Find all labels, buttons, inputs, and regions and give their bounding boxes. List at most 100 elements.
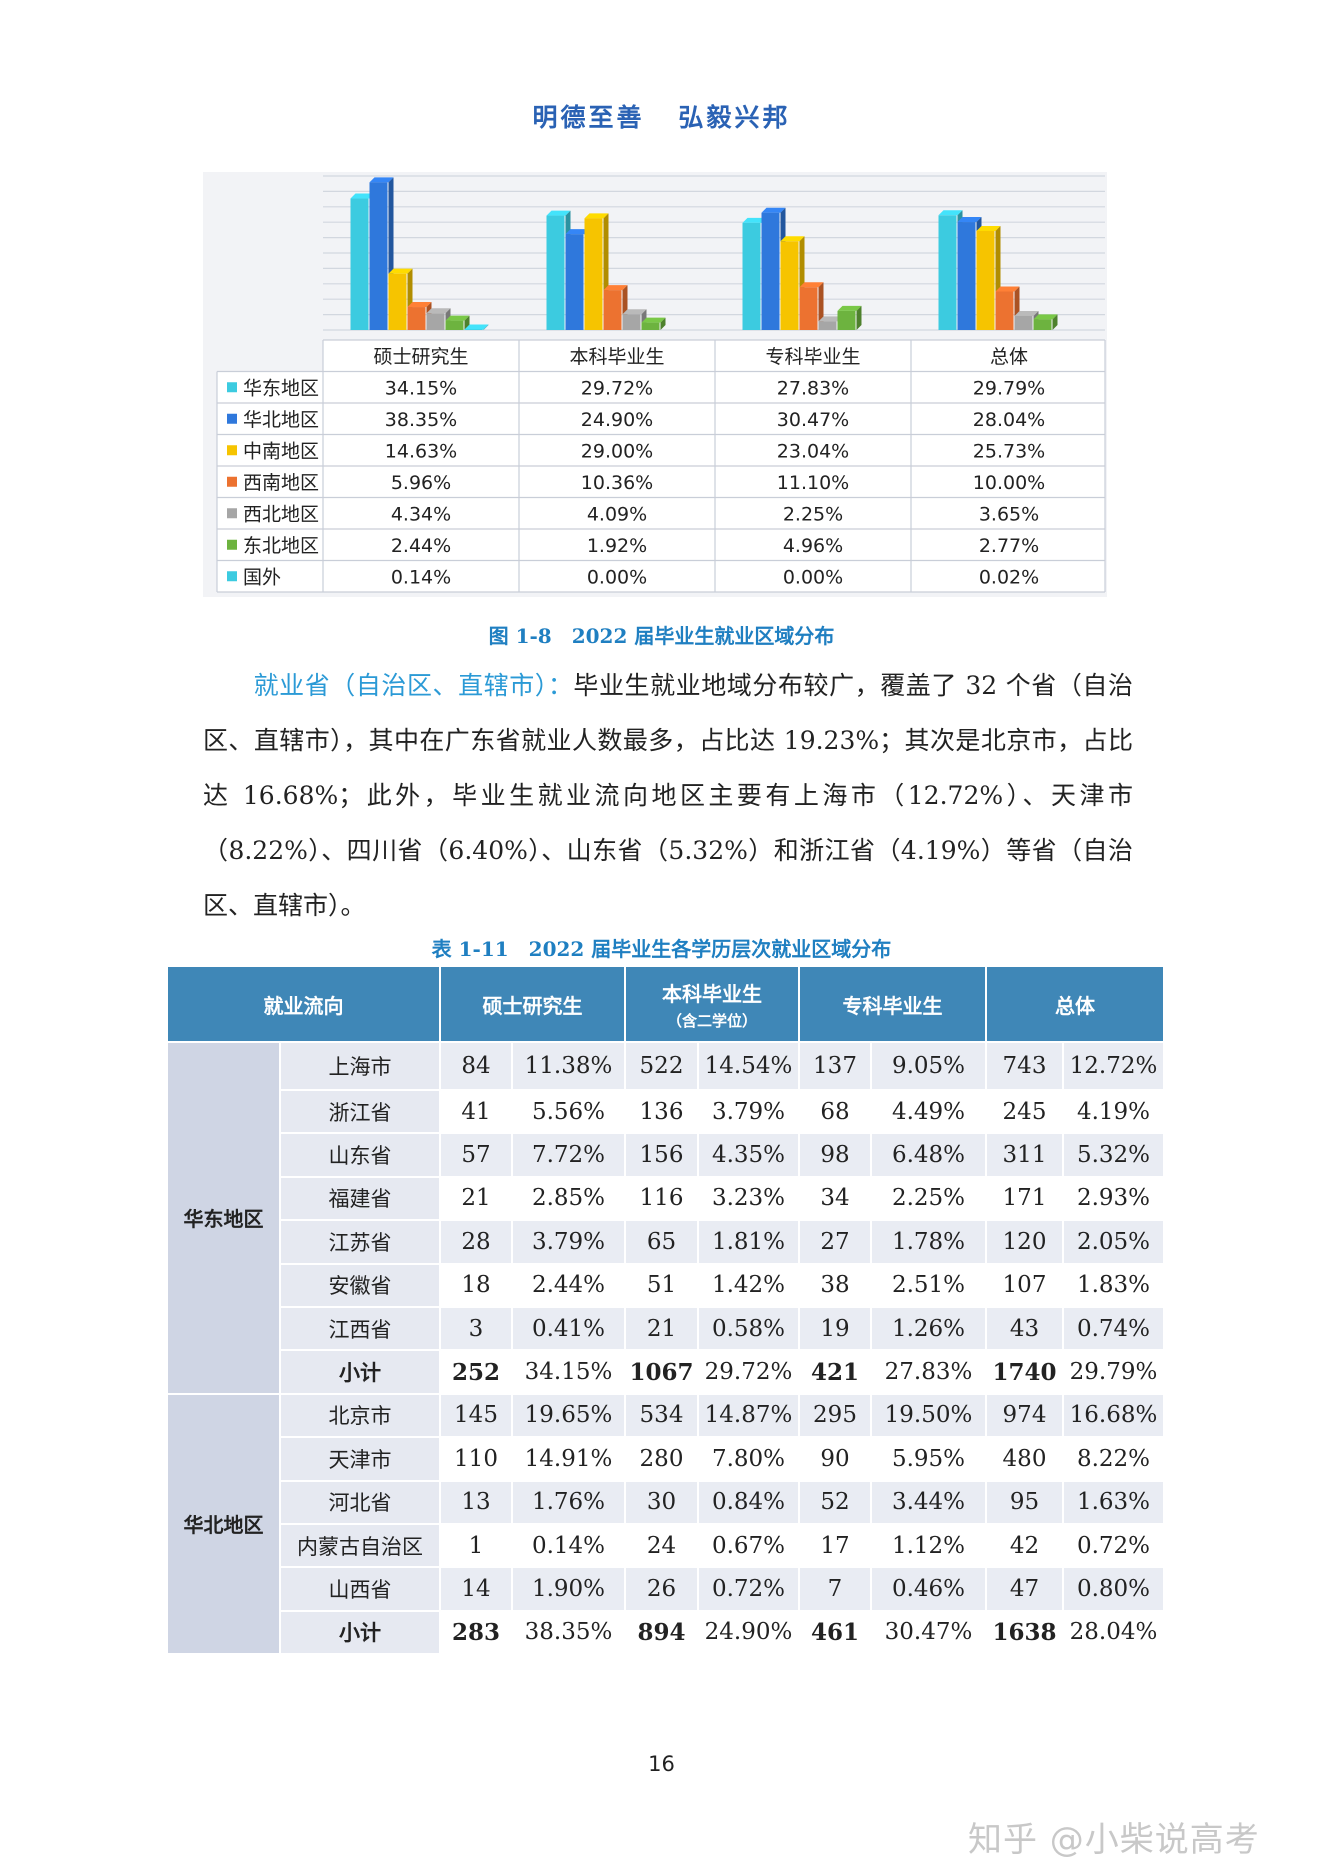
province-cell: 上海市: [279, 1041, 441, 1091]
count-cell: 57: [439, 1132, 513, 1178]
bar-side: [856, 305, 862, 330]
data-label: 1.92%: [587, 535, 647, 557]
province-cell: 河北省: [279, 1479, 441, 1525]
count-cell: 42: [985, 1522, 1064, 1569]
province-cell: 安徽省: [279, 1262, 441, 1308]
data-label: 30.47%: [777, 409, 849, 431]
header-bachelor-note: （含二学位）: [666, 1011, 757, 1030]
count-cell: 13: [439, 1479, 513, 1525]
count-cell: 17: [798, 1522, 872, 1569]
province-cell: 小计: [279, 1349, 441, 1395]
count-cell: 252: [439, 1349, 513, 1395]
percent-cell: 3.44%: [870, 1479, 987, 1525]
count-cell: 110: [439, 1436, 513, 1482]
data-label: 10.36%: [581, 472, 653, 494]
legend-label: 西南地区: [243, 472, 319, 494]
bar: [426, 313, 445, 330]
percent-cell: 1.26%: [870, 1305, 987, 1352]
bar: [780, 241, 799, 330]
percent-cell: 0.67%: [697, 1522, 800, 1569]
count-cell: 7: [798, 1566, 872, 1612]
bar: [995, 291, 1014, 330]
percent-cell: 0.58%: [697, 1305, 800, 1352]
motto-part-2: 弘毅兴邦: [678, 103, 791, 132]
percent-cell: 8.22%: [1062, 1436, 1165, 1482]
bar: [1033, 319, 1052, 330]
province-cell: 北京市: [279, 1392, 441, 1439]
category-label: 专科毕业生: [765, 346, 860, 368]
table-row: 华东地区 上海市 84 11.38% 522 14.54% 137 9.05% 743 12.72…: [166, 1041, 1165, 1395]
percent-cell: 7.80%: [697, 1436, 800, 1482]
bar-top: [799, 282, 824, 288]
legend-label: 西北地区: [243, 503, 319, 525]
percent-cell: 2.85%: [511, 1175, 626, 1222]
figure-caption: 图 1-8 2022 届毕业生就业区域分布: [488, 624, 835, 648]
legend-label: 中南地区: [243, 440, 319, 462]
percent-cell: 0.84%: [697, 1479, 800, 1525]
bar: [546, 215, 565, 330]
region-distribution-chart: 硕士研究生 本科毕业生 专科毕业生 总体 华东地区 34.15% 29.72% 27.83% 2…: [203, 172, 1107, 597]
percent-cell: 2.44%: [511, 1262, 626, 1308]
percent-cell: 0.72%: [1062, 1522, 1165, 1569]
bar-side: [464, 315, 470, 330]
bar: [464, 329, 483, 330]
bar-top: [464, 324, 489, 330]
table-header-row: 就业流向 硕士研究生 本科毕业生 （含二学位） 专科毕业生 总体: [166, 965, 1165, 1043]
count-cell: 18: [439, 1262, 513, 1308]
percent-cell: 9.05%: [870, 1041, 987, 1091]
table-row: 山东省 57 7.72% 156 4.35% 98 6.48% 311 5.32%: [167, 1132, 1165, 1178]
table-row: 天津市 110 14.91% 280 7.80% 90 5.95% 480 8.22%: [167, 1436, 1165, 1482]
count-cell: 116: [624, 1175, 699, 1222]
bar: [938, 215, 957, 330]
bar-top: [1014, 310, 1039, 316]
percent-cell: 1.81%: [697, 1219, 800, 1265]
region-distribution-table: 就业流向 硕士研究生 本科毕业生 （含二学位） 专科毕业生 总体 华东地区 上海市 8…: [166, 965, 1165, 1656]
table-row: 河北省 13 1.76% 30 0.84% 52 3.44% 95 1.63%: [167, 1479, 1165, 1525]
count-cell: 743: [985, 1041, 1064, 1091]
data-label: 4.34%: [391, 503, 451, 525]
data-label: 5.96%: [391, 472, 451, 494]
table-subtotal-row: 小计 283 38.35% 894 24.90% 461 30.47% 1638 28.04%: [167, 1609, 1165, 1656]
province-cell: 天津市: [279, 1436, 441, 1482]
count-cell: 21: [439, 1175, 513, 1222]
data-label: 23.04%: [777, 440, 849, 462]
count-cell: 34: [798, 1175, 872, 1222]
percent-cell: 14.91%: [511, 1436, 626, 1482]
bar-top: [976, 225, 1001, 231]
count-cell: 107: [985, 1262, 1064, 1308]
bar: [742, 222, 761, 330]
data-label: 28.04%: [973, 409, 1045, 431]
count-cell: 137: [798, 1041, 872, 1091]
count-cell: 1: [439, 1522, 513, 1569]
percent-cell: 12.72%: [1062, 1041, 1165, 1091]
table-row: 江西省 3 0.41% 21 0.58% 19 1.26% 43 0.74%: [167, 1305, 1165, 1352]
count-cell: 3: [439, 1305, 513, 1352]
bar: [1014, 315, 1033, 330]
data-label: 2.44%: [391, 535, 451, 557]
percent-cell: 1.63%: [1062, 1479, 1165, 1525]
bar-side: [483, 324, 489, 330]
count-cell: 480: [985, 1436, 1064, 1482]
percent-cell: 0.80%: [1062, 1566, 1165, 1612]
count-cell: 1638: [985, 1609, 1064, 1656]
table-row: 内蒙古自治区 1 0.14% 24 0.67% 17 1.12% 42 0.72%: [167, 1522, 1165, 1569]
region-cell: 华东地区: [166, 1041, 281, 1395]
table-row: 华北地区 北京市 145 19.65% 534 14.87% 295 19.50% 974 16.…: [166, 1392, 1165, 1656]
data-label: 0.00%: [587, 566, 647, 588]
bar-top: [565, 229, 590, 235]
bar-top: [388, 268, 413, 274]
legend-label: 国外: [243, 566, 281, 588]
bar-top: [761, 207, 786, 213]
count-cell: 47: [985, 1566, 1064, 1612]
bar: [837, 310, 856, 330]
legend-swatch: [227, 413, 237, 424]
table-body: 华东地区 上海市 84 11.38% 522 14.54% 137 9.05% 743 12.72…: [166, 1041, 1165, 1656]
bar: [565, 234, 584, 330]
bar: [957, 222, 976, 330]
percent-cell: 34.15%: [511, 1349, 626, 1395]
legend-label: 华东地区: [243, 377, 319, 399]
bar: [818, 321, 837, 330]
header-total: 总体: [985, 965, 1165, 1043]
bar-top: [584, 213, 609, 219]
